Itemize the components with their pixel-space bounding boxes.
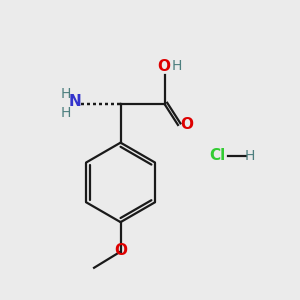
Text: H: H [171,59,182,73]
Text: H: H [60,87,71,101]
Text: H: H [245,149,255,163]
Text: H: H [60,106,71,120]
Text: N: N [68,94,81,109]
Text: Cl: Cl [210,148,226,164]
Text: O: O [180,118,193,133]
Text: O: O [157,59,170,74]
Text: O: O [115,244,128,259]
